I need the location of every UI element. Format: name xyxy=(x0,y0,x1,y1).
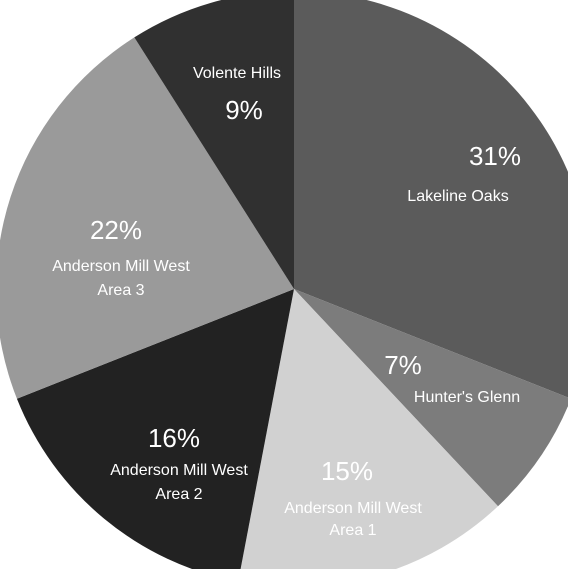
pie-value-label-anderson-mill-west-area-3: 22% xyxy=(90,215,142,245)
pie-value-label-volente-hills: 9% xyxy=(225,95,263,125)
pie-slice-anderson-mill-west-area-2 xyxy=(16,289,294,569)
pie-value-label-anderson-mill-west-area-1: 15% xyxy=(321,456,373,486)
pie-value-label-hunter-s-glenn: 7% xyxy=(384,350,422,380)
pie-category-label-volente-hills: Volente Hills xyxy=(193,65,281,82)
pie-slice-anderson-mill-west-area-1 xyxy=(240,289,498,569)
pie-category-label-hunter-s-glenn: Hunter's Glenn xyxy=(414,389,520,406)
pie-category-label-anderson-mill-west-area-2: Anderson Mill West Area 2 xyxy=(110,462,248,503)
pie-category-label-lakeline-oaks: Lakeline Oaks xyxy=(407,188,508,205)
pie-value-label-anderson-mill-west-area-2: 16% xyxy=(148,423,200,453)
pie-slice-hunter-s-glenn xyxy=(294,289,568,507)
pie-slice-lakeline-oaks xyxy=(294,0,568,398)
pie-value-label-lakeline-oaks: 31% xyxy=(469,141,521,171)
pie-category-label-anderson-mill-west-area-3: Anderson Mill West Area 3 xyxy=(52,258,190,299)
pie-slice-volente-hills xyxy=(134,0,294,289)
pie-labels: 31% Lakeline Oaks 7% Hunter's Glenn 15% Ander… xyxy=(52,65,521,539)
pie-slice-anderson-mill-west-area-3 xyxy=(0,37,294,399)
pie-category-label-anderson-mill-west-area-1: Anderson Mill West Area 1 xyxy=(284,500,422,539)
